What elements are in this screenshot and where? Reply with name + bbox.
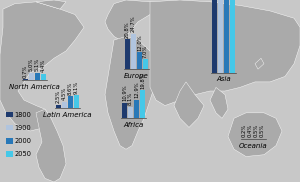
- Polygon shape: [210, 87, 228, 118]
- Text: Africa: Africa: [123, 122, 144, 128]
- Text: 8.6%: 8.6%: [68, 81, 73, 94]
- Text: 0.5%: 0.5%: [254, 124, 259, 137]
- Bar: [140, 90, 145, 118]
- Text: 0.2%: 0.2%: [242, 124, 247, 137]
- Bar: [125, 39, 130, 69]
- Bar: [74, 95, 79, 108]
- Polygon shape: [105, 0, 156, 40]
- Polygon shape: [150, 0, 300, 106]
- Bar: [230, 0, 235, 73]
- Bar: [35, 73, 40, 80]
- Text: 20.8%: 20.8%: [125, 21, 130, 38]
- Text: 2.5%: 2.5%: [56, 90, 61, 103]
- Text: 5.1%: 5.1%: [35, 58, 40, 71]
- Bar: [128, 107, 133, 118]
- Text: 4.5%: 4.5%: [62, 87, 67, 100]
- Text: North America: North America: [9, 84, 60, 90]
- Polygon shape: [36, 0, 66, 9]
- Bar: [29, 73, 34, 80]
- Text: Oceania: Oceania: [239, 143, 268, 149]
- Bar: [224, 0, 229, 73]
- Text: 8.1%: 8.1%: [128, 92, 133, 105]
- Text: 2000: 2000: [14, 138, 32, 144]
- Bar: [23, 79, 28, 80]
- Bar: [134, 100, 139, 118]
- Text: 4.4%: 4.4%: [41, 59, 46, 72]
- Text: 10.9%: 10.9%: [122, 85, 127, 101]
- Text: Latin America: Latin America: [43, 112, 92, 118]
- Polygon shape: [36, 109, 66, 182]
- Bar: [62, 102, 67, 108]
- Bar: [6, 112, 13, 117]
- Polygon shape: [174, 82, 204, 127]
- Bar: [68, 96, 73, 108]
- Text: 9.1%: 9.1%: [74, 81, 79, 94]
- Polygon shape: [228, 113, 282, 157]
- Text: 19.8%: 19.8%: [140, 72, 145, 88]
- Bar: [143, 59, 148, 69]
- Text: 0.7%: 0.7%: [23, 64, 28, 78]
- Text: 24.7%: 24.7%: [131, 16, 136, 32]
- Text: Asia: Asia: [216, 76, 231, 82]
- Bar: [6, 151, 13, 157]
- Bar: [6, 138, 13, 144]
- Bar: [6, 125, 13, 130]
- Text: 0.4%: 0.4%: [248, 124, 253, 137]
- Text: 5.0%: 5.0%: [29, 58, 34, 72]
- Bar: [41, 74, 46, 80]
- Text: 2050: 2050: [14, 151, 32, 157]
- Text: 1800: 1800: [14, 112, 31, 118]
- Text: 0.5%: 0.5%: [260, 124, 265, 137]
- Text: 1900: 1900: [14, 125, 31, 131]
- Bar: [131, 34, 136, 69]
- Bar: [218, 0, 223, 73]
- Polygon shape: [105, 36, 156, 149]
- Text: 7.0%: 7.0%: [143, 44, 148, 58]
- Bar: [56, 105, 61, 108]
- Bar: [122, 103, 127, 118]
- Text: 12.0%: 12.0%: [137, 34, 142, 51]
- Polygon shape: [0, 2, 84, 131]
- Polygon shape: [255, 58, 264, 69]
- Text: Europe: Europe: [124, 73, 149, 79]
- Bar: [212, 0, 217, 73]
- Bar: [137, 52, 142, 69]
- Text: 12.9%: 12.9%: [134, 82, 139, 98]
